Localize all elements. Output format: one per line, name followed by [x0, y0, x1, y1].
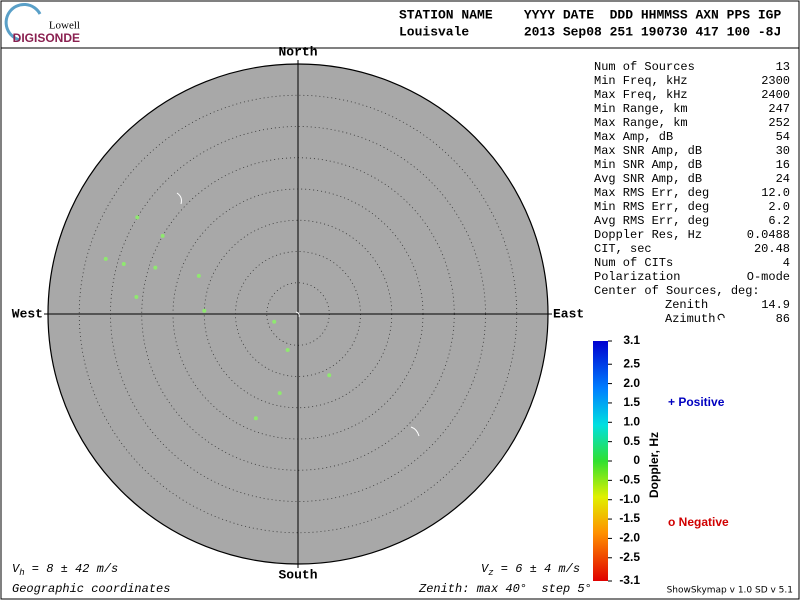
- stat-value: 16: [776, 158, 790, 172]
- source: [153, 265, 158, 270]
- stat-label: Max Amp, dB: [594, 130, 673, 144]
- stat-value: O-mode: [747, 270, 790, 284]
- colorbar-tick-label: 3.1: [623, 333, 640, 347]
- stat-value: 6.2: [768, 214, 790, 228]
- source: [253, 416, 258, 421]
- colorbar-tick-label: -0.5: [619, 473, 640, 487]
- logo-top: Lowell: [49, 20, 80, 32]
- stat-value: 4: [783, 256, 790, 270]
- stat-label: Avg RMS Err, deg: [594, 214, 709, 228]
- header-values: Louisvale 2013 Sep08 251 190730 417 100 …: [399, 24, 781, 39]
- side-panel: Num of Sources 13 Min Freq, kHz 2300 Max Fre…: [594, 60, 790, 587]
- colorbar-tick-label: -1.5: [619, 511, 640, 525]
- colorbar: [593, 341, 608, 581]
- colorbar-tick-label: -2.0: [619, 531, 640, 545]
- center-azimuth-label: Azimuth: [665, 312, 715, 326]
- source: [196, 273, 201, 278]
- azimuth-icon: [717, 313, 725, 321]
- stat-value: 30: [776, 144, 790, 158]
- colorbar-tick-label: -2.5: [619, 550, 640, 564]
- stat-label: Min RMS Err, deg: [594, 200, 709, 214]
- center-azimuth: 86: [776, 312, 790, 326]
- center-zenith-label: Zenith: [665, 298, 708, 312]
- hook-mark: [410, 426, 420, 437]
- stat-value: 2400: [761, 88, 790, 102]
- vh: Vh = 8 ± 42 m/s: [12, 562, 118, 578]
- header-labels: STATION NAME YYYY DATE DDD HHMMSS AXN PP…: [399, 7, 781, 22]
- source: [285, 348, 290, 353]
- south-label: South: [278, 567, 317, 582]
- plot: North South West East: [12, 44, 584, 582]
- stat-label: Num of Sources: [594, 60, 695, 74]
- center-title: Center of Sources, deg:: [594, 284, 760, 298]
- stat-label: CIT, sec: [594, 242, 652, 256]
- source: [277, 391, 282, 396]
- colorbar-tick-label: 1.5: [623, 395, 640, 409]
- colorbar-tick-label: -3.1: [619, 573, 640, 587]
- source: [272, 319, 277, 324]
- stat-value: 24: [776, 172, 790, 186]
- stat-value: 0.0488: [747, 228, 790, 242]
- source: [160, 233, 165, 238]
- vz: Vz = 6 ± 4 m/s: [481, 562, 580, 578]
- stat-value: 252: [768, 116, 790, 130]
- stat-label: Min Range, km: [594, 102, 688, 116]
- logo-swoosh: [4, 3, 42, 42]
- coords: Geographic coordinates: [12, 582, 170, 596]
- stat-label: Max Freq, kHz: [594, 88, 688, 102]
- stat-label: Max RMS Err, deg: [594, 186, 709, 200]
- stat-label: Min Freq, kHz: [594, 74, 688, 88]
- stat-label: Max Range, km: [594, 116, 688, 130]
- source: [202, 308, 207, 313]
- colorbar-tick-label: 2.5: [623, 356, 640, 370]
- stat-label: Num of CITs: [594, 256, 673, 270]
- east-label: East: [553, 306, 584, 321]
- stat-label: Min SNR Amp, dB: [594, 158, 702, 172]
- source: [135, 215, 140, 220]
- colorbar-tick-label: 0: [633, 453, 640, 467]
- version: ShowSkymap v 1.0 SD v 5.1: [667, 586, 793, 596]
- logo-bottom: DIGISONDE: [13, 31, 80, 45]
- stat-label: Max SNR Amp, dB: [594, 144, 702, 158]
- stat-label: Avg SNR Amp, dB: [594, 172, 702, 186]
- source: [134, 295, 139, 300]
- source: [327, 373, 332, 378]
- colorbar-tick-label: 1.0: [623, 414, 640, 428]
- source: [103, 256, 108, 261]
- hook-mark: [176, 192, 182, 205]
- colorbar-tick-label: 2.0: [623, 376, 640, 390]
- colorbar-tick-label: -1.0: [619, 492, 640, 506]
- stat-value: 54: [776, 130, 790, 144]
- stat-label: Polarization: [594, 270, 680, 284]
- stat-value: 2300: [761, 74, 790, 88]
- stat-value: 12.0: [761, 186, 790, 200]
- stat-value: 20.48: [754, 242, 790, 256]
- stat-label: Doppler Res, Hz: [594, 228, 702, 242]
- legend-negative: o Negative: [668, 515, 729, 529]
- colorbar-label: Doppler, Hz: [647, 432, 661, 498]
- stat-value: 2.0: [768, 200, 790, 214]
- colorbar-tick-label: 0.5: [623, 434, 640, 448]
- zenith-info: Zenith: max 40° step 5°: [418, 582, 592, 596]
- center-marker: [295, 311, 300, 318]
- stat-value: 13: [776, 60, 790, 74]
- center-zenith: 14.9: [761, 298, 790, 312]
- source: [121, 262, 126, 267]
- legend-positive: + Positive: [668, 395, 725, 409]
- stat-value: 247: [768, 102, 790, 116]
- west-label: West: [12, 306, 43, 321]
- north-label: North: [278, 44, 317, 59]
